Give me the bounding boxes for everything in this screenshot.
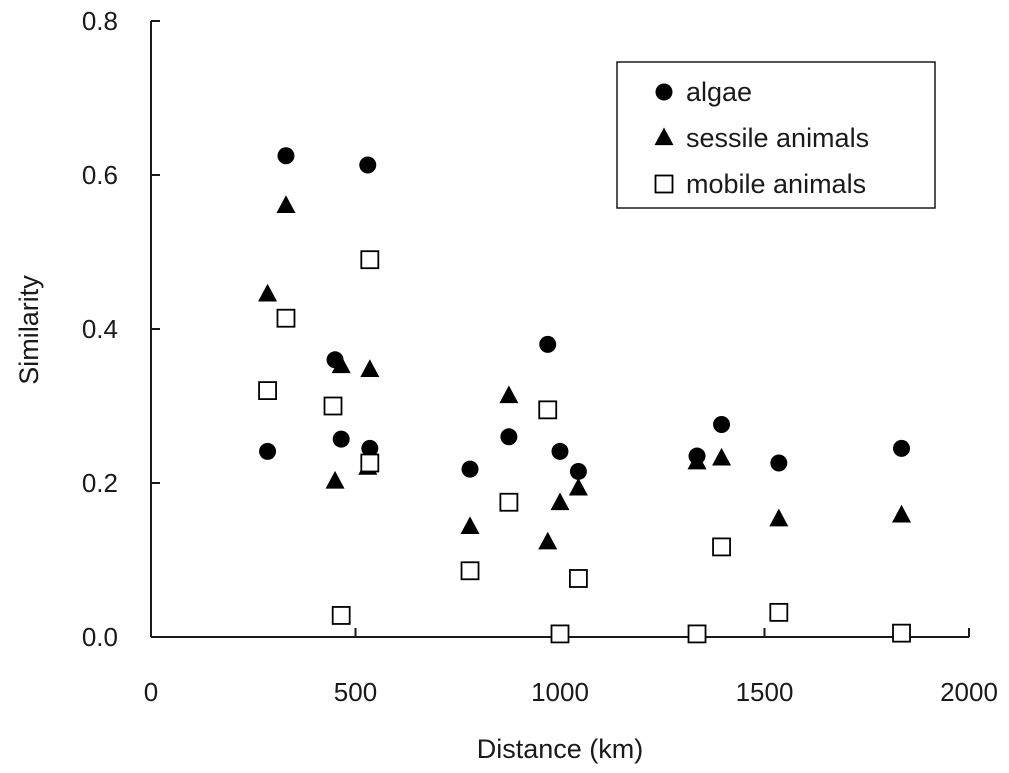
tick-labels: 0 500 1000 1500 2000 0.0 0.2 0.4 0.6 0.8 (82, 6, 998, 707)
x-tick-label: 500 (334, 677, 377, 707)
point-mobile-animals (360, 453, 380, 473)
point-mobile-animals (460, 561, 480, 581)
point-mobile-animals (569, 569, 588, 588)
point-sessile-animals (550, 492, 570, 511)
series-sessile-animals (258, 195, 912, 550)
x-axis-title: Distance (km) (477, 734, 644, 764)
data-points (258, 147, 912, 644)
point-sessile-animals (258, 283, 278, 302)
x-tick-label: 1500 (736, 677, 794, 707)
point-sessile-animals (360, 359, 380, 377)
legend-marker-mobile-animals (654, 174, 674, 194)
point-mobile-animals (499, 492, 519, 512)
point-sessile-animals (499, 385, 519, 404)
legend-label-sessile-animals: sessile animals (686, 123, 869, 153)
point-algae (332, 430, 350, 448)
point-algae (361, 439, 379, 457)
point-mobile-animals (276, 308, 296, 328)
point-algae (551, 442, 569, 460)
series-mobile-animals (258, 250, 911, 644)
point-mobile-animals (323, 396, 343, 416)
point-mobile-animals (538, 400, 558, 420)
point-algae (539, 335, 557, 353)
legend: algae sessile animals mobile animals (616, 61, 936, 209)
point-mobile-animals (331, 606, 351, 625)
y-tick-label: 0.6 (82, 160, 118, 190)
point-sessile-animals (276, 195, 296, 213)
point-algae (713, 415, 731, 433)
point-mobile-animals (550, 624, 570, 644)
y-axis-title: Similarity (14, 275, 44, 385)
point-sessile-animals (460, 516, 480, 535)
point-algae (461, 460, 479, 478)
y-tick-label: 0.4 (82, 314, 118, 344)
point-algae (359, 156, 377, 174)
point-algae (259, 442, 277, 460)
point-mobile-animals (892, 623, 911, 643)
point-mobile-animals (360, 250, 380, 270)
point-sessile-animals (325, 470, 345, 489)
point-mobile-animals (258, 381, 277, 401)
x-tick-label: 2000 (940, 677, 998, 707)
point-sessile-animals (538, 531, 558, 550)
x-tick-label: 0 (144, 677, 158, 707)
point-sessile-animals (892, 504, 912, 523)
legend-label-mobile-animals: mobile animals (686, 169, 866, 199)
point-sessile-animals (568, 477, 588, 496)
point-mobile-animals (712, 537, 731, 557)
y-tick-label: 0.8 (82, 6, 118, 36)
point-algae (893, 439, 911, 457)
point-algae (770, 454, 788, 472)
point-sessile-animals (331, 355, 351, 374)
point-sessile-animals (687, 451, 707, 470)
legend-marker-algae (655, 83, 673, 101)
point-algae (500, 428, 518, 446)
x-tick-label: 1000 (531, 677, 589, 707)
point-mobile-animals (769, 602, 789, 622)
point-sessile-animals (712, 447, 732, 466)
point-algae (569, 462, 587, 480)
point-algae (277, 147, 295, 165)
legend-label-algae: algae (686, 77, 752, 107)
point-sessile-animals (769, 508, 789, 527)
y-tick-label: 0.0 (82, 622, 118, 652)
point-mobile-animals (687, 624, 707, 644)
y-tick-label: 0.2 (82, 468, 118, 498)
legend-marker-sessile-animals (654, 127, 674, 146)
